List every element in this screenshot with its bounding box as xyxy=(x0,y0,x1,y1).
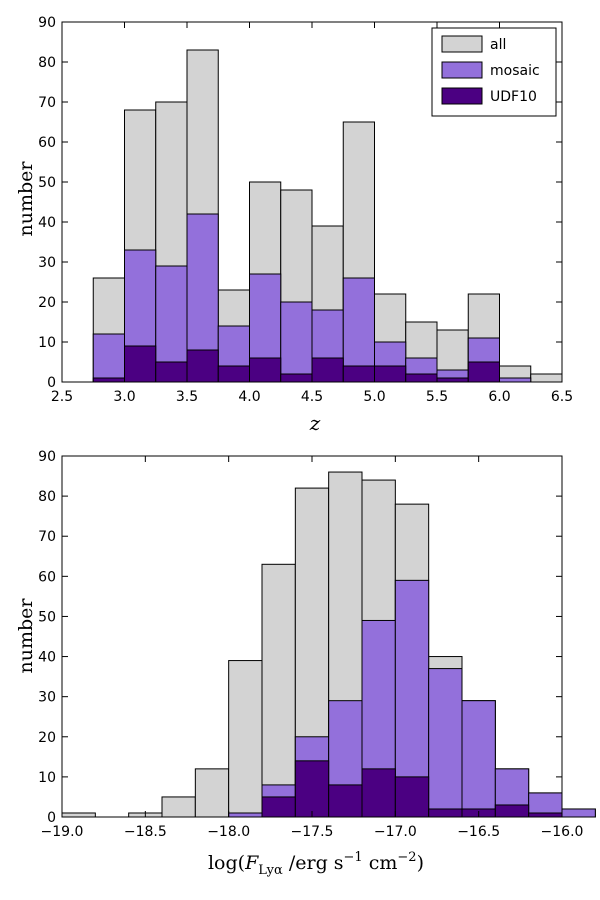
redshift-bar-udf10-11 xyxy=(436,377,469,383)
redshift-bar-udf10-1 xyxy=(124,345,157,383)
flux-bars xyxy=(61,471,596,818)
flux-ticks: 0 10 20 30 40 50 60 70 80 90 −19.0 −18.5 −18.0 −17.5 −… xyxy=(38,449,583,840)
legend-label-all: all xyxy=(490,37,506,53)
flux-bar-mosaic-12 xyxy=(461,700,496,818)
redshift-bar-udf10-0 xyxy=(92,377,125,383)
redshift-xtick-label: 5.5 xyxy=(426,389,448,405)
redshift-bar-udf10-2 xyxy=(155,361,188,383)
flux-y-axis-label: number xyxy=(15,598,37,674)
redshift-ytick-label: 20 xyxy=(38,295,56,311)
redshift-bar-mosaic-0 xyxy=(92,333,125,383)
flux-histogram-panel: 0 10 20 30 40 50 60 70 80 90 −19.0 −18.5 −18.0 −17.5 −… xyxy=(15,449,596,878)
redshift-ytick-label: 80 xyxy=(38,55,56,71)
redshift-ytick-label: 70 xyxy=(38,95,56,111)
redshift-xtick-label: 6.0 xyxy=(488,389,510,405)
flux-bar-mosaic-5 xyxy=(228,812,263,818)
redshift-bar-udf10-12 xyxy=(467,361,500,383)
redshift-xtick-label: 3.0 xyxy=(113,389,135,405)
redshift-xtick-label: 4.5 xyxy=(301,389,323,405)
redshift-bar-udf10-5 xyxy=(249,357,282,383)
redshift-bar-all-14 xyxy=(530,373,563,383)
flux-xtick-label: −17.5 xyxy=(291,824,334,840)
redshift-bar-udf10-7 xyxy=(311,357,344,383)
redshift-ytick-label: 30 xyxy=(38,255,56,271)
flux-x-axis-label: log(FLyα /erg s−1 cm−2) xyxy=(208,850,424,878)
redshift-bar-udf10-10 xyxy=(405,373,438,383)
flux-xtick-label: −16.5 xyxy=(457,824,500,840)
redshift-bar-udf10-9 xyxy=(374,365,407,383)
redshift-bar-udf10-6 xyxy=(280,373,313,383)
flux-ytick-label: 40 xyxy=(38,650,56,666)
redshift-bars xyxy=(92,49,563,383)
redshift-bar-udf10-4 xyxy=(217,365,250,383)
flux-ytick-label: 10 xyxy=(38,770,56,786)
flux-ytick-label: 70 xyxy=(38,529,56,545)
flux-bar-all-3 xyxy=(161,796,196,818)
flux-bar-udf10-9 xyxy=(361,768,396,818)
redshift-ytick-label: 90 xyxy=(38,15,56,31)
legend-label-udf10: UDF10 xyxy=(490,89,537,105)
flux-bar-all-6 xyxy=(261,563,296,818)
flux-ytick-label: 80 xyxy=(38,489,56,505)
redshift-xtick-label: 6.5 xyxy=(551,389,573,405)
flux-xtick-label: −18.0 xyxy=(207,824,250,840)
redshift-bar-udf10-3 xyxy=(186,349,219,383)
flux-bar-all-0 xyxy=(61,812,96,818)
flux-bar-udf10-7 xyxy=(294,760,330,818)
flux-xtick-label: −18.5 xyxy=(124,824,167,840)
flux-bar-udf10-8 xyxy=(328,784,363,818)
redshift-bar-mosaic-13 xyxy=(499,377,532,383)
flux-bar-udf10-13 xyxy=(494,804,530,818)
flux-ytick-label: 0 xyxy=(47,810,56,826)
flux-xtick-label: −19.0 xyxy=(41,824,84,840)
legend-label-mosaic: mosaic xyxy=(490,63,540,79)
legend-swatch-udf10 xyxy=(441,87,483,105)
redshift-histogram-panel: 0 10 20 30 40 50 60 70 80 90 2.5 3.0 3.5 4.0 4.5 5.0 5.5… xyxy=(15,15,573,435)
flux-bar-udf10-10 xyxy=(394,776,430,818)
flux-ytick-label: 50 xyxy=(38,609,56,625)
flux-xtick-label: −16.0 xyxy=(541,824,584,840)
flux-ytick-label: 30 xyxy=(38,690,56,706)
redshift-ticks: 0 10 20 30 40 50 60 70 80 90 2.5 3.0 3.5 4.0 4.5 5.0 5.5… xyxy=(38,15,573,405)
flux-bar-udf10-11 xyxy=(428,808,463,818)
legend: all mosaic UDF10 xyxy=(431,27,557,117)
flux-ytick-label: 20 xyxy=(38,730,56,746)
redshift-bar-mosaic-6 xyxy=(280,301,313,383)
flux-bar-mosaic-15 xyxy=(561,808,596,818)
flux-bar-all-5 xyxy=(228,660,263,818)
flux-bar-mosaic-11 xyxy=(428,668,463,818)
flux-xtick-label: −17.0 xyxy=(374,824,417,840)
redshift-xtick-label: 4.0 xyxy=(238,389,260,405)
flux-ytick-label: 90 xyxy=(38,449,56,465)
redshift-ytick-label: 0 xyxy=(47,375,56,391)
redshift-ytick-label: 40 xyxy=(38,215,56,231)
redshift-bar-mosaic-8 xyxy=(342,277,375,383)
legend-swatch-all xyxy=(441,35,483,53)
flux-bar-udf10-6 xyxy=(261,796,296,818)
redshift-xtick-label: 3.5 xyxy=(176,389,198,405)
legend-swatch-mosaic xyxy=(441,61,483,79)
redshift-ytick-label: 10 xyxy=(38,335,56,351)
flux-bar-all-4 xyxy=(194,768,230,818)
redshift-x-axis-label: z xyxy=(309,411,321,435)
redshift-xtick-label: 5.0 xyxy=(363,389,385,405)
redshift-ytick-label: 50 xyxy=(38,175,56,191)
redshift-ytick-label: 60 xyxy=(38,135,56,151)
flux-ytick-label: 60 xyxy=(38,569,56,585)
redshift-xtick-label: 2.5 xyxy=(51,389,73,405)
redshift-bar-udf10-8 xyxy=(342,365,375,383)
flux-bar-udf10-14 xyxy=(528,812,563,818)
redshift-y-axis-label: number xyxy=(15,161,37,237)
